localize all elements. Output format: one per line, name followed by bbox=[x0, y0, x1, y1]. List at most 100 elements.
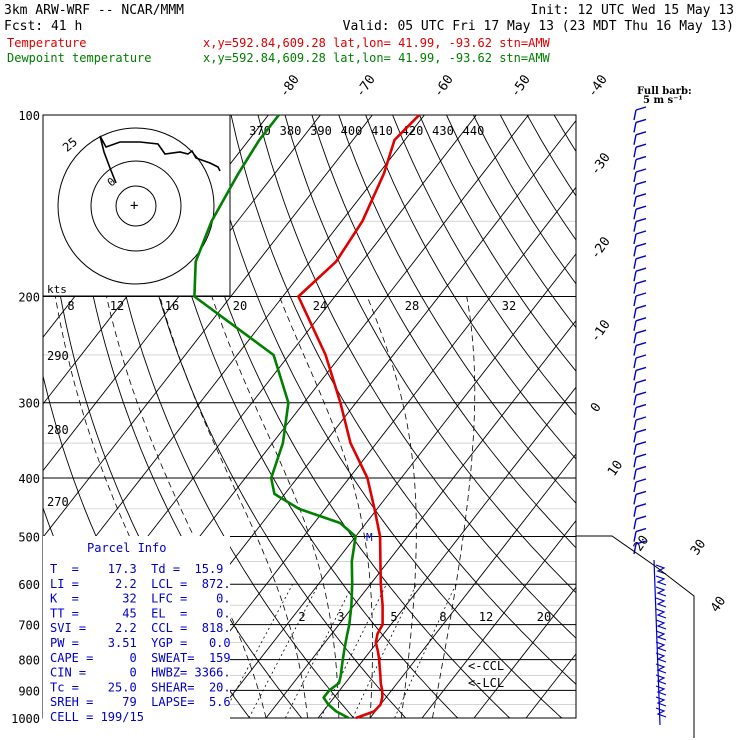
hodograph-ring-inner bbox=[115, 185, 157, 227]
theta-label-280: 280 bbox=[47, 423, 69, 437]
wind-barb bbox=[635, 527, 647, 533]
wind-barb-low bbox=[655, 696, 667, 707]
wind-barb bbox=[635, 279, 647, 285]
wind-barb-low bbox=[655, 586, 667, 597]
hodograph-units: kts bbox=[47, 283, 67, 296]
moist-adiabat bbox=[211, 296, 340, 718]
wind-barb-staff bbox=[633, 233, 637, 245]
dry-adiabat bbox=[311, 115, 576, 549]
mixing-ratio-line bbox=[221, 584, 293, 718]
dewpoint-legend-label: Dewpoint temperature bbox=[7, 51, 152, 65]
moist-adiabat bbox=[432, 296, 476, 718]
dewpoint-profile bbox=[193, 114, 357, 720]
wind-barb bbox=[635, 242, 647, 248]
pressure-label-600: 600 bbox=[18, 578, 40, 592]
wind-barb bbox=[635, 453, 647, 458]
dry-adiabat bbox=[365, 115, 576, 460]
dry-adiabat bbox=[123, 115, 407, 718]
pressure-label-1000: 1000 bbox=[11, 712, 40, 726]
pressure-label-200: 200 bbox=[18, 291, 40, 305]
dry-adiabat bbox=[149, 115, 459, 718]
isotherm bbox=[43, 115, 425, 605]
hodograph-ring-middle bbox=[90, 160, 182, 252]
isotherm-label--70: -70 bbox=[353, 72, 379, 100]
pressure-label-500: 500 bbox=[18, 530, 40, 544]
wind-barb-low bbox=[655, 630, 667, 641]
wind-barb-staff bbox=[633, 171, 637, 183]
mixing-ratio-line bbox=[285, 584, 354, 718]
wind-barb bbox=[635, 217, 647, 223]
wind-barb-staff bbox=[633, 506, 637, 517]
dry-adiabat bbox=[499, 115, 576, 241]
mixing-ratio-label-20: 20 bbox=[537, 610, 551, 624]
forecast-hour: Fcst: 41 h bbox=[4, 19, 82, 34]
isotherm-label-20: 20 bbox=[631, 533, 652, 554]
wind-barb-staff bbox=[633, 122, 637, 133]
isotherm bbox=[317, 386, 576, 718]
wind-barb-low bbox=[655, 707, 667, 718]
wind-barb-staff bbox=[633, 333, 637, 344]
valid-time: Valid: 05 UTC Fri 17 May 13 (23 MDT Thu … bbox=[343, 19, 734, 34]
wind-barb-staff bbox=[633, 221, 637, 232]
wind-barb-staff bbox=[633, 308, 637, 319]
isotherm bbox=[421, 519, 576, 718]
wind-barb-staff bbox=[633, 184, 637, 195]
theta-label-370: 370 bbox=[249, 124, 271, 138]
wind-barb-staff bbox=[633, 295, 637, 307]
wind-barb bbox=[635, 366, 647, 372]
pressure-axis-labels: 100 200 300 400 500 600 700 800 900 1000 bbox=[11, 109, 40, 726]
hodograph-frame bbox=[42, 114, 231, 297]
hodograph-ring-outer bbox=[57, 127, 215, 285]
dry-adiabat bbox=[284, 115, 576, 594]
isotherm bbox=[43, 115, 373, 539]
wind-barb-staff bbox=[633, 134, 637, 145]
wind-barb bbox=[635, 205, 647, 210]
theta-label-440: 440 bbox=[463, 124, 485, 138]
wind-barb-low bbox=[655, 685, 667, 696]
wind-barb bbox=[635, 292, 647, 297]
theta-label-390: 390 bbox=[310, 124, 332, 138]
dry-adiabat bbox=[96, 115, 355, 718]
dry-adiabat bbox=[176, 115, 511, 718]
wind-barb bbox=[635, 180, 647, 186]
isotherm bbox=[265, 319, 576, 718]
dry-adiabat bbox=[338, 115, 576, 504]
dry-adiabat bbox=[230, 115, 576, 685]
wind-barb bbox=[635, 403, 647, 409]
speed-label-12: 12 bbox=[110, 299, 124, 313]
wind-barb bbox=[635, 490, 647, 496]
wind-barb-staff bbox=[633, 494, 637, 505]
wind-barb-staff bbox=[633, 419, 637, 431]
parcel-row: K = 32 LFC = 0. bbox=[50, 592, 231, 606]
wind-barb bbox=[635, 155, 647, 161]
wind-barb bbox=[635, 391, 647, 396]
wind-barb-staff bbox=[633, 196, 637, 207]
wind-barb bbox=[635, 317, 647, 322]
theta-label-400: 400 bbox=[341, 124, 363, 138]
wind-barb bbox=[635, 354, 647, 359]
speed-label-16: 16 bbox=[165, 299, 179, 313]
dry-adiabat bbox=[419, 115, 576, 372]
wind-barb-low bbox=[655, 619, 667, 630]
wind-barb-staff bbox=[633, 209, 637, 220]
wind-barb-staff bbox=[633, 444, 637, 455]
parcel-row: TT = 45 EL = 0. bbox=[50, 606, 231, 620]
isotherm-label--60: -60 bbox=[431, 72, 457, 100]
wind-barb bbox=[635, 478, 647, 483]
parcel-row: CIN = 0 HWBZ= 3366. bbox=[50, 666, 231, 680]
mixing-ratio-labels: 2 3 5 8 12 20 bbox=[298, 610, 551, 624]
parcel-info-panel: Parcel Info T = 17.3 Td = 15.9LI = 2.2 L… bbox=[43, 536, 231, 726]
wind-barb-staff bbox=[633, 407, 637, 418]
moist-adiabat bbox=[366, 296, 417, 718]
wind-barb-low bbox=[655, 564, 667, 575]
barb-legend-line2: 5 m s⁻¹ bbox=[643, 95, 683, 106]
parcel-row: CAPE = 0 SWEAT= 159 bbox=[50, 651, 231, 665]
wind-barb-staff bbox=[633, 320, 637, 331]
parcel-row: SVI = 2.2 CCL = 818. bbox=[50, 621, 231, 635]
isotherm bbox=[213, 253, 576, 718]
wind-barb-staff bbox=[633, 481, 637, 493]
wind-barb-staff bbox=[633, 147, 637, 158]
wind-barb-staff bbox=[633, 395, 637, 406]
